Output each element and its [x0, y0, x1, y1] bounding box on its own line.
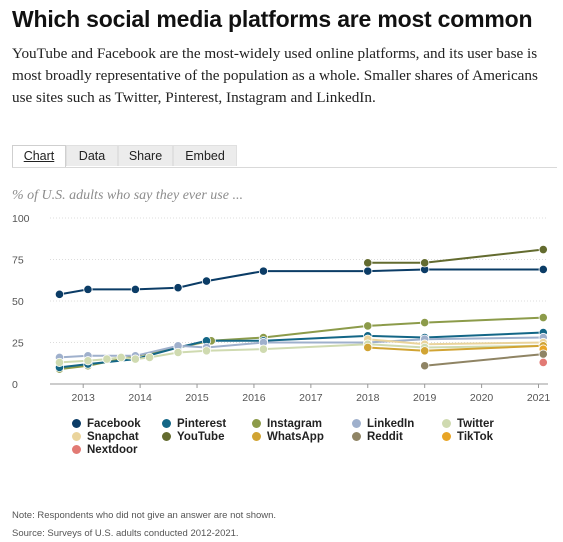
data-point-reddit [538, 349, 548, 359]
legend-swatch [252, 419, 261, 428]
data-point-facebook [201, 276, 212, 286]
legend-swatch [162, 432, 171, 441]
legend-item-linkedin: LinkedIn [352, 417, 414, 431]
legend-label: Twitter [457, 418, 494, 430]
footnote: Note: Respondents who did not give an an… [12, 510, 277, 521]
legend-item-pinterest: Pinterest [162, 417, 226, 431]
legend-label: Facebook [87, 418, 141, 430]
x-tick-label: 2019 [413, 392, 437, 404]
legend-swatch [72, 419, 81, 428]
data-point-youtube [363, 258, 373, 268]
legend-item-reddit: Reddit [352, 430, 403, 444]
legend-swatch [252, 432, 261, 441]
legend-swatch [72, 445, 81, 454]
x-tick-label: 2021 [527, 392, 551, 404]
tab-data[interactable]: Data [66, 145, 118, 166]
legend-item-twitter: Twitter [442, 417, 494, 431]
data-point-twitter [83, 356, 93, 366]
data-point-facebook [538, 264, 548, 275]
legend-swatch [442, 419, 451, 428]
legend-label: Instagram [267, 418, 322, 430]
data-point-twitter [173, 347, 183, 358]
tab-chart[interactable]: Chart [12, 145, 66, 167]
legend-label: Reddit [367, 431, 403, 443]
page-title: Which social media platforms are most co… [12, 6, 533, 32]
data-point-twitter [116, 352, 126, 363]
data-point-twitter [102, 354, 112, 364]
legend-item-instagram: Instagram [252, 417, 322, 431]
legend-label: TikTok [457, 431, 493, 443]
y-tick-label: 100 [12, 213, 30, 225]
x-tick-label: 2013 [72, 392, 96, 404]
data-point-whatsapp [420, 346, 430, 356]
y-tick-label: 25 [12, 338, 24, 350]
data-point-facebook [173, 283, 183, 293]
data-point-twitter [258, 344, 269, 354]
data-point-facebook [363, 266, 373, 276]
x-tick-label: 2014 [128, 392, 152, 404]
legend-label: LinkedIn [367, 418, 415, 430]
data-point-nextdoor [538, 357, 548, 368]
data-point-instagram [363, 321, 373, 331]
line-chart: 0 25 50 75 100 2013 2014 2015 2016 2017 2018 2019 20… [12, 213, 551, 404]
series-line-youtube [367, 248, 544, 264]
legend-label: Pinterest [177, 418, 227, 430]
x-tick-label: 2015 [185, 392, 209, 404]
page-subtitle: YouTube and Facebook are the most-widely… [12, 45, 538, 106]
legend-item-youtube: YouTube [162, 430, 224, 444]
tab-embed[interactable]: Embed [173, 145, 237, 166]
data-point-youtube [538, 244, 548, 255]
legend-item-snapchat: Snapchat [72, 430, 139, 444]
data-point-twitter [54, 357, 65, 368]
legend-label: Snapchat [87, 431, 139, 443]
legend-label: WhatsApp [267, 431, 324, 443]
view-tabs: Chart Data Share Embed [12, 145, 557, 168]
data-point-whatsapp [363, 342, 373, 353]
legend-swatch [352, 419, 361, 428]
data-point-facebook [130, 284, 140, 294]
data-point-facebook [54, 289, 65, 299]
legend-item-facebook: Facebook [72, 417, 141, 431]
data-point-twitter [201, 346, 212, 356]
legend-item-tiktok: TikTok [442, 430, 493, 444]
data-point-youtube [420, 258, 430, 268]
source-note: Source: Surveys of U.S. adults conducted… [12, 528, 239, 539]
legend-item-whatsapp: WhatsApp [252, 430, 324, 444]
x-tick-label: 2020 [470, 392, 494, 404]
series-line-reddit [424, 353, 544, 367]
series-line-snapchat [367, 338, 544, 346]
x-tick-label: 2016 [242, 392, 266, 404]
data-point-facebook [83, 284, 93, 294]
legend-label: YouTube [177, 431, 225, 443]
data-point-instagram [420, 317, 430, 328]
y-tick-label: 0 [12, 379, 18, 391]
y-tick-label: 75 [12, 255, 24, 267]
legend-swatch [442, 432, 451, 441]
legend-item-nextdoor: Nextdoor [72, 443, 137, 457]
legend-swatch [72, 432, 81, 441]
tab-share[interactable]: Share [118, 145, 173, 166]
data-point-twitter [145, 352, 155, 363]
x-tick-label: 2017 [299, 392, 323, 404]
legend-swatch [352, 432, 361, 441]
data-point-twitter [130, 354, 140, 364]
data-point-facebook [258, 266, 269, 276]
x-tick-label: 2018 [356, 392, 380, 404]
y-axis-label: % of U.S. adults who say they ever use .… [12, 188, 243, 203]
data-point-instagram [538, 313, 548, 323]
legend-swatch [162, 419, 171, 428]
y-tick-label: 50 [12, 296, 24, 308]
legend-label: Nextdoor [87, 444, 138, 456]
data-point-reddit [420, 361, 430, 371]
